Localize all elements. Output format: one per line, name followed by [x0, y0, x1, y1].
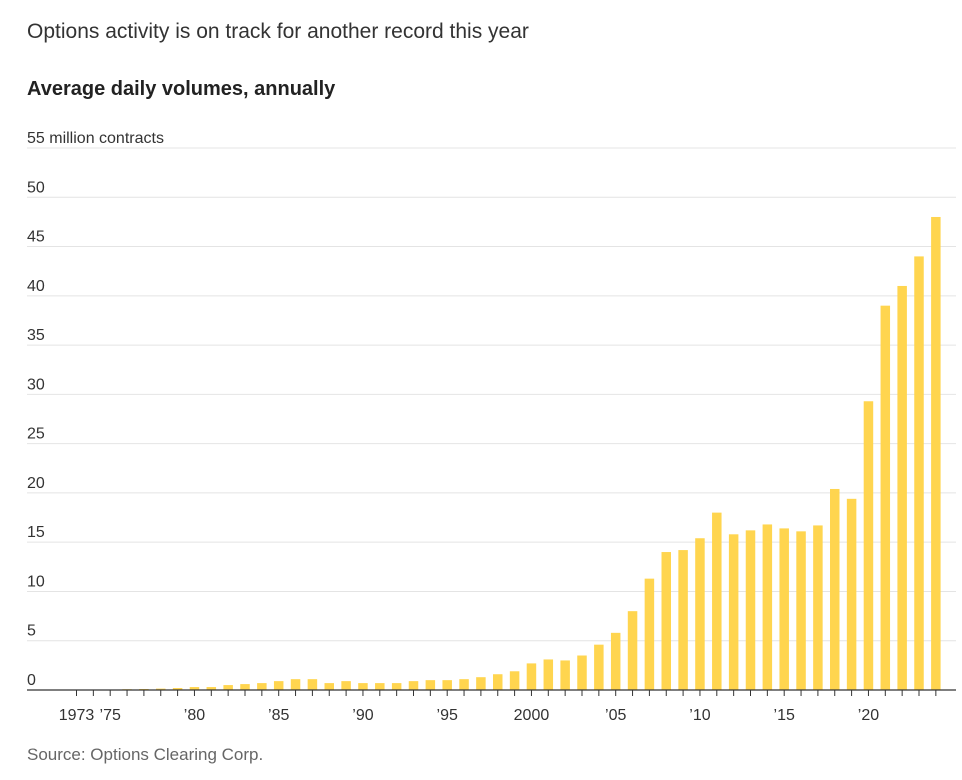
- y-tick-label: 20: [27, 475, 45, 492]
- bar: [830, 488, 840, 690]
- x-tick-label: ’15: [774, 707, 795, 724]
- x-tick-marks: [76, 690, 937, 696]
- x-tick-label: ’95: [437, 707, 458, 724]
- bar: [172, 688, 183, 690]
- bar: [189, 687, 200, 690]
- y-tick-label: 15: [27, 524, 45, 541]
- y-tick-label: 50: [27, 179, 45, 196]
- bar: [273, 681, 284, 690]
- bar: [695, 538, 705, 690]
- y-tick-label: 40: [27, 278, 45, 295]
- bar: [543, 659, 554, 690]
- source-note: Source: Options Clearing Corp.: [27, 745, 264, 764]
- bar: [442, 680, 452, 690]
- x-tick-label: ’75: [100, 707, 121, 724]
- y-tick-labels: 0 5 10 15 20 25 30 35 40 45 50: [27, 179, 45, 689]
- bar: [257, 683, 267, 690]
- bar: [813, 525, 823, 690]
- x-tick-label: ’90: [352, 707, 373, 724]
- y-axis-label: 55 million contracts: [27, 130, 164, 147]
- bar: [762, 524, 773, 690]
- chart-title: Average daily volumes, annually: [27, 78, 336, 100]
- bar: [661, 552, 671, 690]
- bar: [391, 683, 402, 690]
- x-tick-labels: 1973 ’75 ’80 ’85 ’90 ’95 2000 ’05 ’10 ’15 ’20: [59, 707, 880, 724]
- bar: [290, 679, 301, 690]
- bar: [610, 632, 621, 690]
- bar: [577, 655, 587, 690]
- bar: [560, 660, 570, 690]
- x-tick-label: ’85: [268, 707, 289, 724]
- bar: [459, 679, 469, 690]
- bar: [745, 530, 756, 690]
- bar: [863, 401, 874, 690]
- bar: [206, 687, 217, 690]
- bar: [324, 683, 334, 690]
- bar: [240, 684, 250, 690]
- bar: [914, 256, 924, 690]
- bar: [779, 528, 789, 690]
- bar: [678, 550, 688, 690]
- y-tick-label: 30: [27, 376, 45, 393]
- bar: [627, 611, 638, 690]
- headline: Options activity is on track for another…: [27, 20, 529, 43]
- bar: [223, 685, 233, 690]
- x-tick-label: 2000: [514, 707, 550, 724]
- x-tick-label: 1973: [59, 707, 95, 724]
- bar: [712, 512, 722, 690]
- bar: [493, 674, 503, 690]
- bar: [880, 305, 891, 690]
- bar: [931, 216, 941, 691]
- bar: [796, 531, 806, 690]
- bar: [897, 285, 907, 690]
- y-tick-label: 35: [27, 327, 45, 344]
- bar: [375, 683, 385, 690]
- bar: [425, 680, 436, 690]
- bar: [594, 644, 604, 690]
- x-tick-label: ’10: [689, 707, 710, 724]
- x-tick-label: ’05: [605, 707, 626, 724]
- bar: [509, 671, 520, 690]
- bar: [846, 498, 857, 690]
- bar: [156, 688, 166, 690]
- y-tick-label: 0: [27, 672, 36, 689]
- bar: [526, 663, 537, 690]
- bar: [358, 683, 368, 690]
- y-tick-label: 25: [27, 426, 45, 443]
- bar: [408, 681, 419, 690]
- bar: [307, 679, 318, 690]
- x-tick-label: ’20: [858, 707, 879, 724]
- bar: [644, 578, 655, 690]
- bar: [341, 681, 351, 690]
- y-tick-label: 45: [27, 229, 45, 246]
- bar: [476, 677, 486, 690]
- y-tick-label: 5: [27, 623, 36, 640]
- x-tick-label: ’80: [184, 707, 205, 724]
- bar: [728, 534, 739, 690]
- bars: [88, 216, 941, 691]
- y-tick-label: 10: [27, 573, 45, 590]
